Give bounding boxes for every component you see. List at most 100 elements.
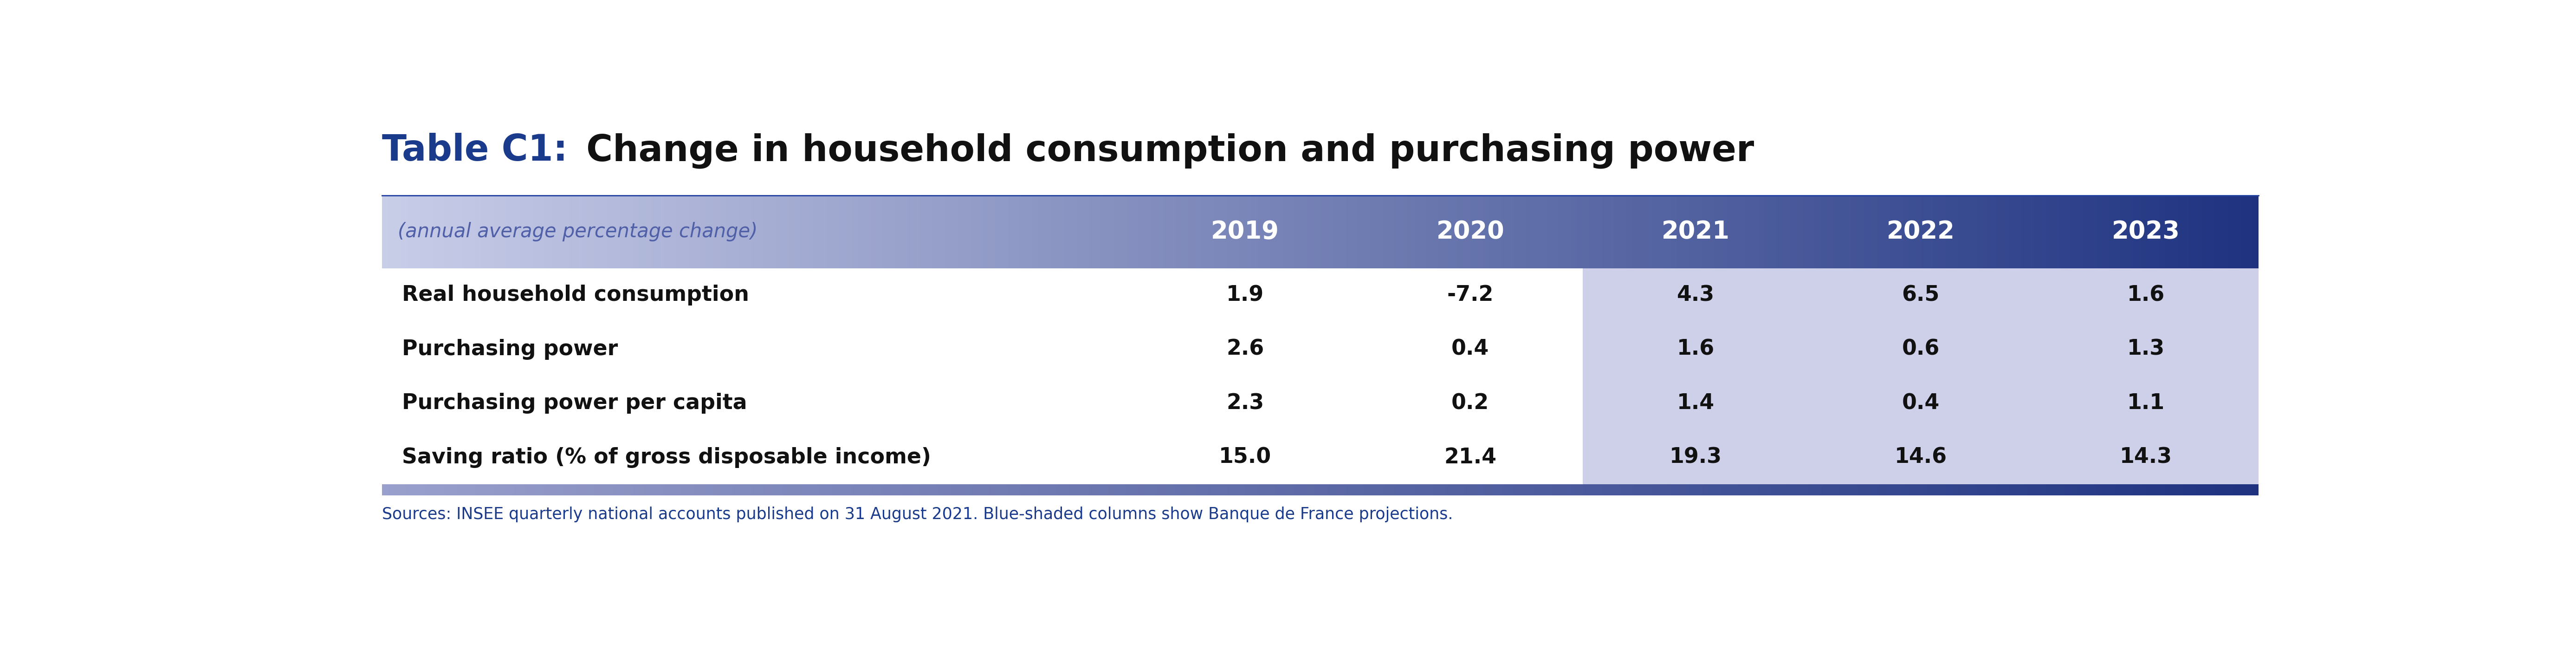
Bar (2159, 196, 2164, 268)
Bar (2032, 484, 2040, 495)
Bar (2141, 196, 2146, 268)
Bar (469, 196, 477, 268)
Bar (2190, 484, 2195, 495)
Bar (495, 196, 500, 268)
Bar (1757, 196, 1765, 268)
Bar (2097, 196, 2102, 268)
Bar (1669, 484, 1677, 495)
Bar (752, 484, 757, 495)
Bar (665, 484, 670, 495)
Bar (958, 196, 963, 268)
Bar (1703, 484, 1708, 495)
Bar (1020, 196, 1025, 268)
Bar (1826, 196, 1834, 268)
Bar (902, 484, 907, 495)
Bar (564, 484, 569, 495)
Bar (1121, 484, 1126, 495)
Bar (482, 196, 489, 268)
Bar (1646, 196, 1651, 268)
Bar (670, 484, 675, 495)
Bar (600, 196, 608, 268)
Bar (994, 484, 1002, 495)
Bar (1221, 484, 1226, 495)
Bar (1595, 196, 1602, 268)
Bar (381, 268, 1582, 322)
Bar (1396, 196, 1401, 268)
Bar (1195, 196, 1200, 268)
Bar (2233, 196, 2239, 268)
Bar (1327, 484, 1332, 495)
Bar (683, 196, 688, 268)
Bar (914, 484, 920, 495)
Bar (2097, 484, 2102, 495)
Text: 1.6: 1.6 (2128, 285, 2164, 306)
Bar (1051, 196, 1059, 268)
Bar (2058, 196, 2063, 268)
Bar (2002, 484, 2009, 495)
Bar (945, 196, 951, 268)
Bar (2063, 484, 2071, 495)
Bar (1790, 196, 1795, 268)
Bar (2246, 196, 2251, 268)
Bar (1103, 196, 1108, 268)
Bar (1069, 484, 1077, 495)
Bar (840, 196, 845, 268)
Bar (1252, 196, 1257, 268)
Bar (1677, 484, 1682, 495)
Text: -7.2: -7.2 (1448, 285, 1494, 306)
Bar (2014, 196, 2020, 268)
Bar (420, 484, 425, 495)
Bar (1602, 196, 1607, 268)
Bar (1327, 196, 1332, 268)
Bar (1414, 484, 1419, 495)
Bar (757, 484, 762, 495)
Bar (1965, 484, 1971, 495)
Text: Sources: INSEE quarterly national accounts published on 31 August 2021. Blue-sha: Sources: INSEE quarterly national accoun… (381, 506, 1453, 523)
Bar (714, 484, 719, 495)
Bar (1713, 196, 1721, 268)
Bar (1659, 196, 1664, 268)
Bar (1213, 484, 1221, 495)
Bar (1888, 196, 1896, 268)
Bar (464, 196, 469, 268)
Bar (1713, 484, 1721, 495)
Bar (1870, 484, 1878, 495)
Bar (1170, 196, 1177, 268)
Bar (832, 196, 840, 268)
Bar (1538, 484, 1546, 495)
Bar (1852, 196, 1857, 268)
Bar (1726, 484, 1734, 495)
Bar (1177, 484, 1182, 495)
Bar (1406, 196, 1414, 268)
Bar (446, 484, 451, 495)
Bar (1996, 196, 2002, 268)
Bar (1589, 484, 1595, 495)
Bar (2128, 196, 2133, 268)
Bar (1401, 196, 1406, 268)
Text: 0.6: 0.6 (1901, 339, 1940, 359)
Bar (1388, 196, 1396, 268)
Bar (2141, 484, 2146, 495)
Bar (1376, 196, 1383, 268)
Bar (1932, 196, 1940, 268)
Bar (631, 484, 639, 495)
Bar (1208, 484, 1213, 495)
Bar (1770, 196, 1777, 268)
Bar (556, 484, 564, 495)
Bar (1059, 484, 1064, 495)
Bar (577, 196, 582, 268)
Bar (1945, 484, 1953, 495)
Bar (1244, 196, 1252, 268)
Text: 2020: 2020 (1437, 220, 1504, 244)
Text: Purchasing power: Purchasing power (402, 339, 618, 359)
Bar (1463, 196, 1471, 268)
Bar (1615, 196, 1620, 268)
Bar (2233, 484, 2239, 495)
Bar (1852, 484, 1857, 495)
Bar (1801, 484, 1808, 495)
Bar (2107, 196, 2115, 268)
Bar (2084, 196, 2089, 268)
Bar (1296, 196, 1301, 268)
Bar (1577, 196, 1582, 268)
Text: 2022: 2022 (1886, 220, 1955, 244)
